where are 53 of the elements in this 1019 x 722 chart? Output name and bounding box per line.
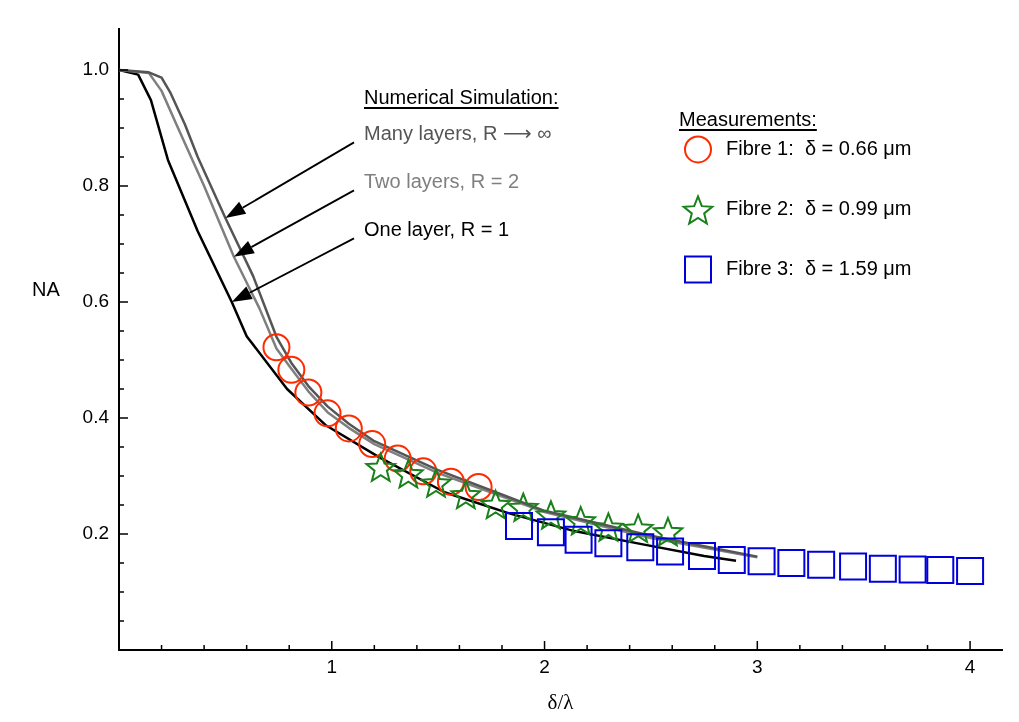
point — [277, 355, 306, 384]
point — [717, 546, 746, 575]
y-tick-label: 0.6 — [82, 290, 109, 312]
y-tick-label: 0.8 — [82, 174, 109, 196]
point — [365, 452, 396, 482]
point — [622, 513, 654, 543]
point — [839, 552, 868, 581]
point — [626, 533, 655, 562]
point — [508, 492, 539, 522]
point — [334, 414, 363, 443]
point — [564, 525, 593, 554]
y-axis-title: NA — [32, 277, 61, 300]
point — [777, 549, 806, 577]
point — [480, 489, 511, 519]
x-tick-label: 2 — [539, 655, 550, 677]
legend-title: Measurements: — [679, 107, 817, 132]
point — [807, 550, 836, 579]
x-tick-label: 1 — [326, 655, 338, 677]
point — [656, 537, 685, 566]
legend-label: Fibre 1: δ = 0.66 μm — [726, 136, 912, 159]
point — [926, 555, 955, 584]
point — [747, 547, 776, 576]
annotation: Numerical Simulation: — [364, 85, 559, 110]
point — [593, 512, 624, 542]
point — [565, 506, 596, 536]
point — [505, 511, 534, 540]
point — [898, 555, 927, 584]
legend-label: Fibre 2: δ = 0.99 μm — [726, 196, 912, 219]
point — [262, 333, 291, 362]
text: Many layers, R ⟶ ∞ — [364, 121, 552, 144]
point — [956, 557, 985, 586]
y-tick-label: 0.2 — [82, 522, 109, 544]
point — [383, 444, 412, 473]
legend-label: Fibre 3: δ = 1.59 μm — [726, 256, 912, 279]
point — [313, 399, 342, 428]
text: Two layers, R = 2 — [364, 169, 520, 192]
point — [358, 430, 387, 459]
point — [450, 479, 482, 510]
text: One layer, R = 1 — [364, 217, 510, 240]
point — [420, 468, 452, 498]
y-tick-label: 0.4 — [82, 406, 110, 428]
point — [535, 500, 567, 530]
point — [393, 459, 424, 489]
x-axis-title: δ/λ — [547, 689, 575, 714]
point — [652, 517, 684, 547]
point — [687, 542, 716, 571]
point — [868, 554, 897, 583]
point — [594, 529, 623, 558]
point — [536, 518, 565, 547]
y-tick-label: 1.0 — [82, 58, 109, 80]
x-tick-label: 3 — [752, 655, 763, 677]
x-tick-label: 4 — [964, 655, 976, 677]
point — [294, 378, 323, 407]
